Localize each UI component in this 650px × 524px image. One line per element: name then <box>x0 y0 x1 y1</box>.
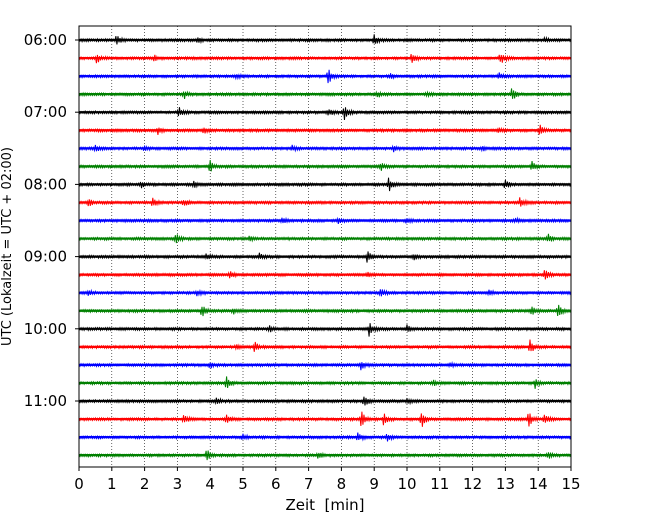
trace-09:15 <box>78 270 572 280</box>
trace-06:45 <box>78 88 572 100</box>
x-tick-label-3: 3 <box>173 475 183 493</box>
x-tick-label-14: 14 <box>529 475 548 493</box>
trace-07:45 <box>78 159 572 172</box>
trace-09:30 <box>78 288 572 297</box>
trace-10:30 <box>78 360 572 371</box>
x-tick-label-1: 1 <box>107 475 117 493</box>
x-tick-label-12: 12 <box>463 475 482 493</box>
trace-07:30 <box>78 144 572 153</box>
trace-11:45 <box>78 450 572 461</box>
trace-09:45 <box>78 304 572 317</box>
x-tick-label-4: 4 <box>205 475 215 493</box>
x-tick-label-11: 11 <box>430 475 449 493</box>
x-tick-label-13: 13 <box>496 475 515 493</box>
y-tick-label-07:00: 07:00 <box>24 103 67 121</box>
trace-11:00 <box>78 396 572 406</box>
trace-06:15 <box>78 53 572 64</box>
trace-09:00 <box>78 251 572 263</box>
trace-10:15 <box>78 339 572 352</box>
x-tick-label-2: 2 <box>140 475 150 493</box>
trace-06:30 <box>78 69 572 84</box>
y-tick-label-06:00: 06:00 <box>24 31 67 49</box>
y-axis-label: UTC (Lokalzeit = UTC + 02:00) <box>0 147 15 346</box>
y-tick-label-10:00: 10:00 <box>24 320 67 338</box>
x-tick-label-5: 5 <box>238 475 248 493</box>
trace-07:15 <box>78 124 572 135</box>
x-tick-label-6: 6 <box>271 475 281 493</box>
x-tick-label-9: 9 <box>369 475 379 493</box>
y-axis: 06:00 07:00 08:00 09:00 10:00 11:00 <box>24 31 79 410</box>
x-tick-label-15: 15 <box>561 475 580 493</box>
plot-frame <box>78 25 572 468</box>
y-tick-label-08:00: 08:00 <box>24 175 67 193</box>
trace-11:15 <box>78 411 572 427</box>
y-tick-label-11:00: 11:00 <box>24 392 67 410</box>
x-axis: 0 1 2 3 4 5 6 7 8 9 10 11 12 13 14 15 <box>74 467 581 493</box>
traces-group <box>78 34 572 461</box>
trace-08:45 <box>78 233 572 244</box>
trace-08:15 <box>78 197 572 207</box>
trace-07:00 <box>78 107 572 120</box>
trace-10:45 <box>78 376 572 389</box>
x-tick-label-7: 7 <box>304 475 314 493</box>
x-tick-label-10: 10 <box>397 475 416 493</box>
trace-10:00 <box>78 323 572 337</box>
trace-11:30 <box>78 432 572 442</box>
trace-06:00 <box>78 34 572 45</box>
trace-08:00 <box>78 177 572 192</box>
x-tick-label-8: 8 <box>337 475 347 493</box>
trace-08:30 <box>78 216 572 225</box>
y-tick-label-09:00: 09:00 <box>24 248 67 266</box>
x-axis-label: Zeit [min] <box>285 496 364 514</box>
x-tick-label-0: 0 <box>74 475 84 493</box>
